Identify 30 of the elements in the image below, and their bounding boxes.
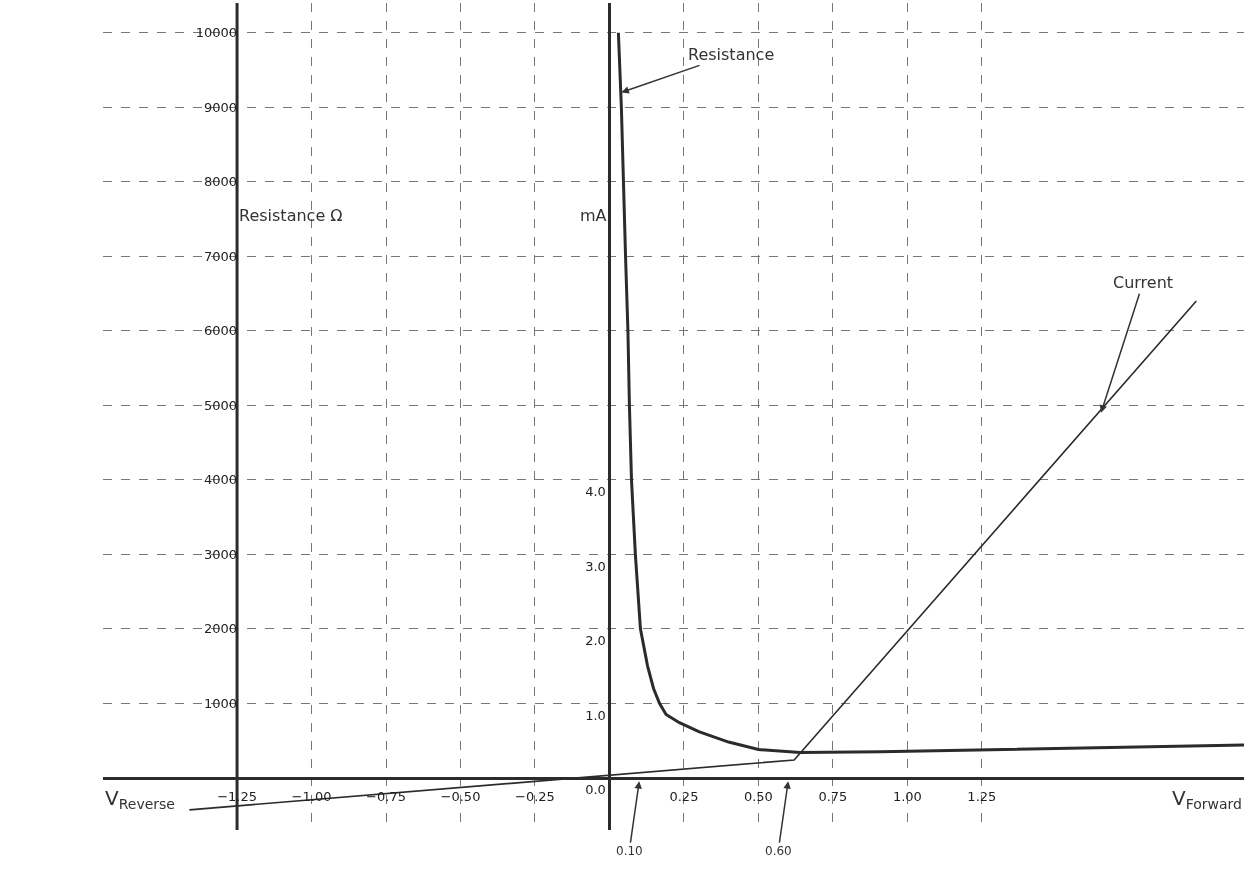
y-axis-title: Resistance Ω: [239, 206, 343, 225]
y-tick-label: 6000: [203, 323, 238, 339]
x-tick-label: 1.00: [892, 789, 922, 805]
y-tick-label: 2000: [203, 621, 238, 637]
x-tick-label: 0.50: [743, 789, 773, 805]
y-tick-label: 7000: [203, 248, 238, 264]
y-tick-label: 8000: [203, 174, 238, 190]
y-tick-label: 3000: [203, 546, 238, 562]
x-tick-label: 0.75: [818, 789, 848, 805]
annotation: V$_{Reverse}$: [105, 786, 175, 813]
annotation: V$_{Forward}$: [1172, 786, 1242, 813]
x-tick-label: −0.50: [440, 789, 481, 805]
y2-tick-label: 2.0: [585, 633, 606, 649]
y2-tick-label: 0.0: [585, 782, 606, 798]
x-tick-label: −0.25: [515, 789, 555, 805]
y2-axis-title: mA: [580, 206, 607, 225]
y2-tick-label: 1.0: [585, 707, 606, 723]
x-tick-label: 0.25: [669, 789, 699, 805]
y2-tick-label: 4.0: [585, 484, 606, 500]
annotation: Resistance: [688, 45, 775, 64]
y-tick-label: 9000: [203, 99, 238, 115]
annotation: Current: [1113, 273, 1174, 292]
y-tick-label: 4000: [203, 472, 238, 488]
y2-tick-label: 3.0: [585, 558, 606, 574]
x-tick-label: 1.25: [967, 789, 997, 805]
text: 0.10: [616, 844, 643, 858]
text: 0.60: [765, 844, 792, 858]
y-tick-label: 1000: [203, 695, 238, 711]
y-tick-label: 10000: [195, 25, 238, 41]
y-tick-label: 5000: [203, 397, 238, 413]
